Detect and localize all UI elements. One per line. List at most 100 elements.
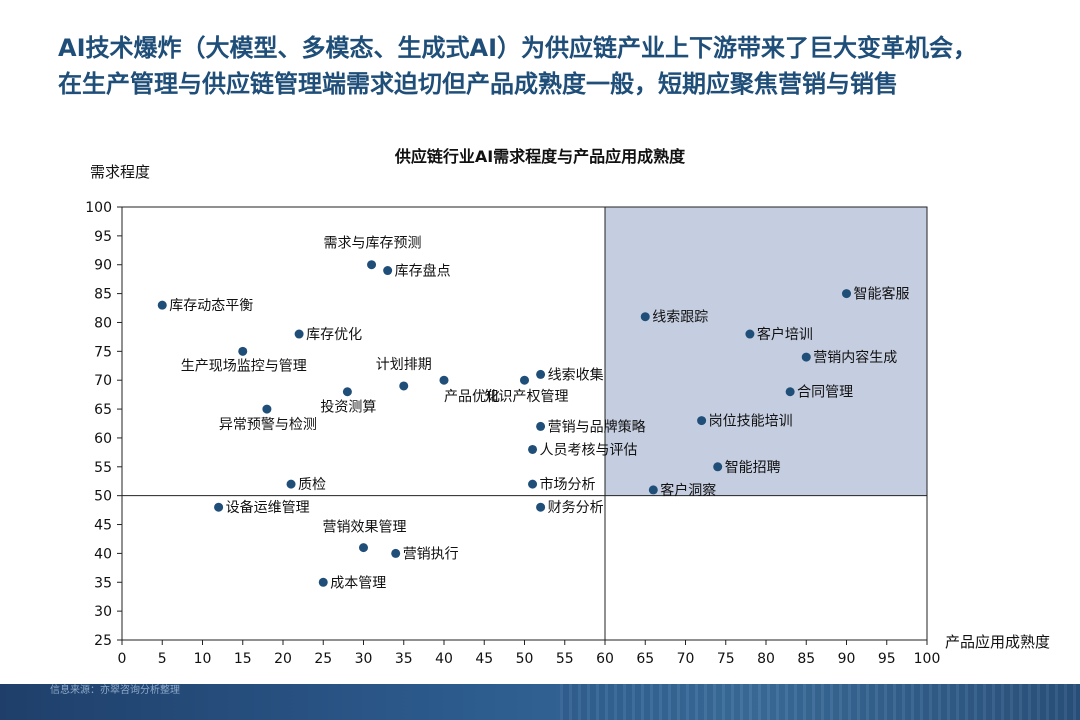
x-tick-label: 55 [556, 651, 574, 667]
footer-bar [0, 684, 1080, 720]
data-point-label: 人员考核与评估 [540, 442, 638, 458]
data-point [367, 260, 377, 270]
x-tick-label: 30 [355, 651, 373, 667]
data-point [318, 577, 328, 587]
data-point [391, 548, 401, 558]
data-point [528, 479, 538, 489]
x-tick-label: 100 [914, 651, 941, 667]
x-tick-label: 15 [234, 651, 252, 667]
x-tick-label: 40 [435, 651, 453, 667]
data-point-label: 产品优化 [444, 389, 500, 405]
data-point-label: 合同管理 [797, 385, 853, 401]
data-point [648, 485, 658, 495]
y-tick-label: 85 [94, 287, 112, 303]
slide-title-line-2: 在生产管理与供应链管理端需求迫切但产品成熟度一般，短期应聚焦营销与销售 [58, 70, 898, 98]
chart-title: 供应链行业AI需求程度与产品应用成熟度 [394, 147, 686, 166]
data-point [383, 266, 393, 276]
x-tick-label: 10 [194, 651, 212, 667]
x-tick-label: 50 [516, 651, 534, 667]
data-point [342, 387, 352, 397]
data-point [520, 375, 529, 385]
data-point-label: 智能招聘 [725, 460, 781, 476]
data-point-label: 客户培训 [757, 326, 813, 343]
x-tick-label: 20 [274, 651, 292, 667]
y-tick-label: 75 [94, 344, 112, 360]
y-tick-label: 90 [94, 258, 112, 274]
x-tick-label: 35 [395, 651, 413, 667]
y-tick-label: 70 [94, 373, 112, 389]
scatter-chart: 供应链行业AI需求程度与产品应用成熟度 需求程度 产品应用成熟度 0 5 10 15 2… [85, 147, 1050, 667]
x-axis-label: 产品应用成熟度 [945, 633, 1050, 651]
data-point [214, 502, 224, 512]
y-tick-label: 35 [94, 575, 112, 591]
x-tick-label: 70 [677, 651, 695, 667]
y-tick-label: 30 [94, 604, 112, 620]
x-tick-label: 45 [475, 651, 493, 667]
data-point-label: 投资测算 [320, 400, 376, 416]
x-tick-label: 0 [118, 651, 127, 667]
data-point [713, 462, 723, 472]
source-note: 信息来源：亦翠咨询分析整理 [50, 685, 180, 696]
data-point [157, 300, 167, 310]
data-point-label: 岗位技能培训 [709, 414, 793, 430]
y-tick-label: 40 [94, 546, 112, 562]
data-point-label: 生产现场监控与管理 [181, 358, 307, 374]
data-point [536, 421, 546, 431]
x-tick-label: 90 [838, 651, 856, 667]
data-point-label: 质检 [298, 477, 326, 493]
y-tick-label: 65 [94, 402, 112, 418]
data-point [536, 502, 546, 512]
x-tick-label: 5 [158, 651, 167, 667]
data-point [262, 404, 272, 414]
data-point-label: 异常预警与检测 [219, 417, 317, 433]
x-tick-label: 80 [757, 651, 775, 667]
data-point [536, 369, 546, 379]
data-point-label: 知识产权管理 [485, 388, 569, 405]
highlight-quadrant [605, 207, 927, 496]
data-point-label: 财务分析 [548, 500, 604, 516]
data-point-label: 库存动态平衡 [169, 298, 253, 314]
data-point-label: 线索收集 [548, 366, 604, 383]
data-point [745, 329, 755, 339]
data-point [399, 381, 409, 391]
x-tick-label: 75 [717, 651, 735, 667]
data-point [640, 312, 650, 322]
data-point-label: 计划排期 [376, 357, 432, 373]
y-tick-label: 95 [94, 229, 112, 245]
data-point [286, 479, 296, 489]
slide-title: AI技术爆炸（大模型、多模态、生成式AI）为供应链产业上下游带来了巨大变革机会，… [58, 30, 1058, 102]
data-point-label: 智能客服 [854, 286, 910, 303]
y-tick-label: 100 [85, 200, 112, 216]
data-point [238, 346, 248, 356]
data-point [359, 543, 368, 553]
data-point-label: 设备运维管理 [226, 499, 310, 516]
y-tick-label: 50 [94, 489, 112, 505]
data-point [697, 416, 707, 426]
data-point-label: 营销与品牌策略 [548, 418, 646, 435]
x-tick-label: 95 [878, 651, 896, 667]
plot-area: 0 5 10 15 20 25 30 35 40 45 50 55 60 65 70 75 80 85 90 95 10… [85, 200, 940, 667]
x-tick-label: 85 [797, 651, 815, 667]
data-point [801, 352, 811, 362]
data-point-label: 营销执行 [403, 546, 459, 562]
data-point-label: 库存盘点 [395, 263, 451, 280]
data-point-label: 成本管理 [330, 575, 386, 591]
data-point-label: 需求与库存预测 [324, 236, 422, 252]
data-point-label: 客户洞察 [660, 482, 716, 499]
y-tick-label: 55 [94, 460, 112, 476]
data-point-label: 线索跟踪 [652, 309, 708, 326]
data-point [294, 329, 304, 339]
data-point-label: 市场分析 [540, 476, 596, 493]
y-tick-label: 60 [94, 431, 112, 447]
data-point [785, 387, 795, 397]
y-axis-label: 需求程度 [90, 163, 150, 181]
data-point-label: 营销内容生成 [813, 349, 897, 366]
footer-decoration [560, 684, 1080, 720]
y-tick-label: 45 [94, 518, 112, 534]
y-tick-label: 25 [94, 633, 112, 649]
slide-title-line-1: AI技术爆炸（大模型、多模态、生成式AI）为供应链产业上下游带来了巨大变革机会， [58, 34, 978, 62]
x-tick-label: 25 [314, 651, 332, 667]
data-point [439, 375, 449, 385]
data-point [842, 289, 851, 299]
y-tick-label: 80 [94, 315, 112, 331]
